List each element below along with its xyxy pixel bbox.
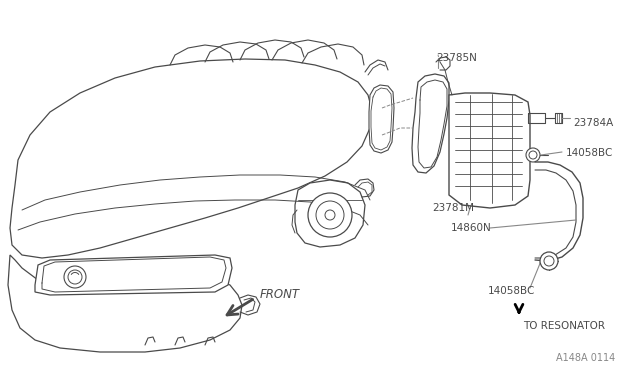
Text: 14860N: 14860N xyxy=(451,223,492,233)
Polygon shape xyxy=(295,180,365,247)
Text: 23784A: 23784A xyxy=(573,118,613,128)
Polygon shape xyxy=(412,74,449,173)
Text: TO RESONATOR: TO RESONATOR xyxy=(523,321,605,331)
Text: 14058BC: 14058BC xyxy=(488,286,536,296)
Polygon shape xyxy=(8,255,242,352)
Text: A148A 0114: A148A 0114 xyxy=(556,353,615,363)
Polygon shape xyxy=(35,255,232,295)
Polygon shape xyxy=(10,59,372,258)
Polygon shape xyxy=(449,93,530,208)
Polygon shape xyxy=(369,85,394,153)
Text: FRONT: FRONT xyxy=(260,289,300,301)
Text: 14058BC: 14058BC xyxy=(566,148,613,158)
Text: 23781M: 23781M xyxy=(432,203,474,213)
Text: 23785N: 23785N xyxy=(436,53,477,63)
Circle shape xyxy=(526,148,540,162)
Circle shape xyxy=(308,193,352,237)
Circle shape xyxy=(64,266,86,288)
Circle shape xyxy=(540,252,558,270)
